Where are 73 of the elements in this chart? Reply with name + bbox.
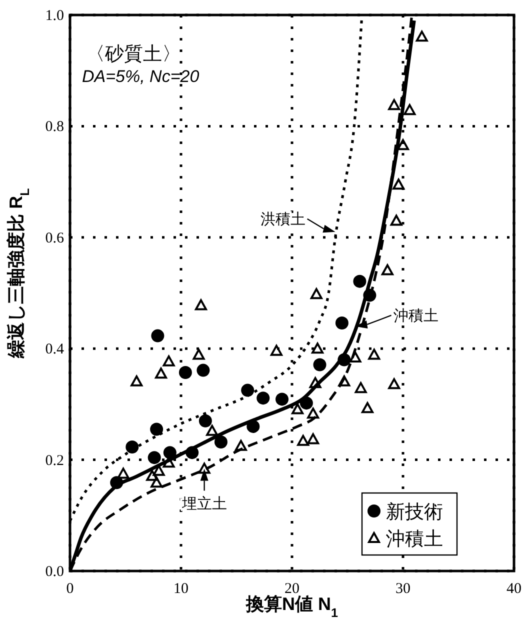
point (276, 392, 289, 406)
point (307, 408, 320, 419)
point (354, 382, 367, 394)
point (256, 392, 270, 405)
x-tick-label: 40 (506, 581, 522, 597)
x-tick-label: 30 (396, 581, 410, 597)
point (186, 446, 199, 460)
point (309, 377, 322, 388)
annotation: 〈砂質土〉 (86, 44, 181, 65)
point (117, 468, 130, 479)
point (388, 378, 400, 390)
point (392, 178, 405, 190)
y-tick-label: 1.0 (45, 8, 64, 24)
x-tick-label: 10 (174, 581, 188, 597)
point (313, 358, 326, 372)
point (163, 446, 176, 460)
point (292, 403, 304, 414)
point (381, 264, 394, 276)
point (307, 433, 320, 444)
point (234, 440, 247, 451)
point (338, 353, 351, 366)
point (361, 402, 374, 414)
point (206, 424, 218, 436)
point (353, 274, 366, 288)
point (162, 456, 175, 468)
point (390, 214, 402, 226)
point (126, 440, 139, 454)
y-tick-label: 0.0 (45, 564, 64, 580)
point (312, 342, 324, 354)
point (335, 316, 348, 330)
point (388, 99, 400, 110)
point (241, 384, 254, 397)
point (196, 364, 210, 377)
point (194, 299, 207, 310)
point (162, 355, 175, 366)
y-tick-label: 0.4 (45, 342, 64, 358)
legend-label: 新技術 (386, 501, 443, 523)
annotation: DA=5%, Nc=20 (82, 67, 200, 86)
point (198, 414, 212, 428)
point (110, 476, 124, 490)
y-tick-label: 0.6 (45, 230, 64, 246)
point (404, 104, 416, 116)
point (214, 436, 228, 449)
point (146, 470, 158, 481)
point (270, 344, 282, 356)
point (363, 288, 376, 302)
y-tick-label: 0.2 (45, 452, 64, 469)
point (297, 434, 310, 446)
point (416, 30, 428, 42)
x-axis-title: 換算N値 N$_{1}$ (244, 594, 338, 620)
point (397, 139, 409, 150)
point (368, 348, 380, 360)
x-tick-label: 20 (284, 581, 300, 597)
legend-label: 沖積土 (386, 529, 443, 550)
annotation: 埋立土 (180, 496, 227, 513)
point (246, 420, 260, 433)
point (300, 396, 313, 410)
point (198, 462, 210, 474)
point (150, 422, 164, 436)
point (148, 451, 161, 464)
point (178, 366, 192, 380)
x-tick-label: 0 (66, 581, 74, 597)
point (130, 375, 143, 386)
point (349, 351, 362, 362)
point (150, 476, 163, 488)
point (192, 348, 205, 360)
point (338, 375, 350, 386)
y-tick-label: 0.8 (45, 119, 64, 136)
point (155, 368, 168, 379)
annotation: 洪積土 (260, 210, 306, 228)
annotation: 沖積土 (393, 307, 438, 324)
point (310, 288, 322, 300)
point (151, 329, 164, 342)
